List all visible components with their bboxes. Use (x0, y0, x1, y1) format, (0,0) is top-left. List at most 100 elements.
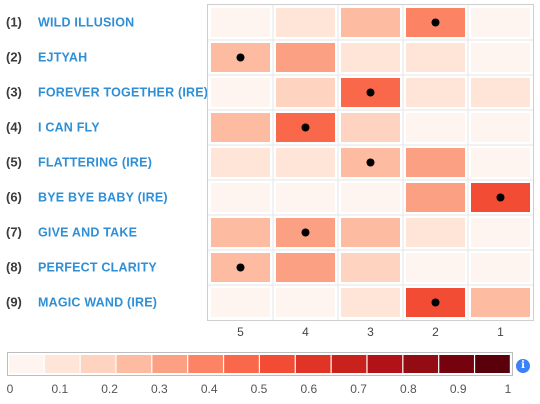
column-label: 2 (432, 325, 439, 339)
color-scale-swatch (44, 355, 80, 373)
heatmap-cell[interactable] (276, 43, 335, 72)
heatmap-cell[interactable] (211, 8, 270, 37)
color-scale-swatch (152, 355, 188, 373)
color-scale-tick-label: 0.3 (151, 382, 168, 396)
heatmap-cell[interactable] (406, 113, 465, 142)
selection-dot (496, 193, 505, 202)
row-number: (8) (6, 260, 22, 275)
heatmap-cell[interactable] (406, 148, 465, 177)
heatmap-cell[interactable] (406, 183, 465, 212)
color-scale-swatch (260, 355, 295, 373)
heatmap-cell[interactable] (276, 253, 335, 282)
color-scale-swatch (475, 355, 510, 373)
heatmap-cell[interactable] (471, 218, 530, 247)
heatmap-cell[interactable] (341, 43, 400, 72)
color-scale-tick-label: 0.8 (400, 382, 417, 396)
color-scale-swatch (188, 355, 223, 373)
heatmap-cell[interactable] (471, 288, 530, 317)
color-scale-tick-label: 0.6 (300, 382, 317, 396)
heatmap-cell[interactable] (471, 148, 530, 177)
color-scale-swatch (331, 355, 367, 373)
heatmap-cell[interactable] (341, 218, 400, 247)
row-name-link[interactable]: WILD ILLUSION (38, 16, 134, 30)
row-name-link[interactable]: FOREVER TOGETHER (IRE) (38, 86, 208, 100)
row-number: (4) (6, 120, 22, 135)
color-scale-swatch (367, 355, 403, 373)
heatmap-cell[interactable] (211, 183, 270, 212)
color-scale-swatch (439, 355, 474, 373)
heatmap-cell[interactable] (341, 253, 400, 282)
heatmap-cells (207, 4, 534, 321)
color-scale-legend: 0 0.1 0.2 0.3 0.4 0.5 0.6 0.7 0.8 0.9 1 (7, 352, 513, 396)
column-label: 4 (302, 325, 309, 339)
column-label: 5 (237, 325, 244, 339)
row-number: (6) (6, 190, 22, 205)
selection-dot (236, 263, 245, 272)
selection-dot (431, 298, 440, 307)
color-scale-tick-label: 0.9 (450, 382, 467, 396)
selection-dot (301, 228, 310, 237)
heatmap-cell[interactable] (211, 288, 270, 317)
color-scale-tick-label: 0.7 (350, 382, 367, 396)
info-icon[interactable]: i (516, 359, 530, 373)
color-scale-tick-label: 0.5 (251, 382, 268, 396)
color-scale-tick-label: 0.2 (101, 382, 118, 396)
selection-dot (236, 53, 245, 62)
row-name-link[interactable]: EJTYAH (38, 51, 87, 65)
row-number: (7) (6, 225, 22, 240)
heatmap-cell[interactable] (276, 8, 335, 37)
heatmap-cell[interactable] (341, 8, 400, 37)
heatmap-cell[interactable] (406, 253, 465, 282)
heatmap-cell[interactable] (276, 288, 335, 317)
row-name-link[interactable]: MAGIC WAND (IRE) (38, 296, 157, 310)
heatmap-cell[interactable] (211, 78, 270, 107)
color-scale-swatch (116, 355, 152, 373)
row-name-link[interactable]: PERFECT CLARITY (38, 261, 157, 275)
heatmap-cell[interactable] (406, 43, 465, 72)
heatmap-cell[interactable] (341, 183, 400, 212)
row-number: (5) (6, 155, 22, 170)
selection-dot (431, 18, 440, 27)
row-name-link[interactable]: I CAN FLY (38, 121, 100, 135)
heatmap-cell[interactable] (406, 78, 465, 107)
row-name-link[interactable]: FLATTERING (IRE) (38, 156, 152, 170)
heatmap-cell[interactable] (276, 183, 335, 212)
row-number: (2) (6, 50, 22, 65)
selection-markers (236, 18, 505, 307)
heatmap-cell[interactable] (211, 218, 270, 247)
heatmap-cell[interactable] (471, 43, 530, 72)
selection-dot (366, 88, 375, 97)
heatmap-cell[interactable] (341, 288, 400, 317)
grid-frame (207, 4, 534, 321)
heatmap-cell[interactable] (276, 78, 335, 107)
column-labels: 5 4 3 2 1 (237, 325, 504, 339)
row-name-link[interactable]: GIVE AND TAKE (38, 226, 137, 240)
row-number: (9) (6, 295, 22, 310)
selection-dot (301, 123, 310, 132)
color-scale-tick-label: 1 (505, 382, 512, 396)
row-labels: (1) WILD ILLUSION (2) EJTYAH (3) FOREVER TOGE… (6, 15, 208, 310)
column-label: 3 (367, 325, 374, 339)
row-name-link[interactable]: BYE BYE BABY (IRE) (38, 191, 168, 205)
heatmap-cell[interactable] (471, 113, 530, 142)
heatmap-cell[interactable] (471, 78, 530, 107)
row-number: (3) (6, 85, 22, 100)
heatmap-cell[interactable] (276, 148, 335, 177)
color-scale-swatch (295, 355, 331, 373)
color-scale-swatch (403, 355, 439, 373)
heatmap-cell[interactable] (471, 8, 530, 37)
heatmap-cell[interactable] (211, 148, 270, 177)
color-scale-tick-label: 0.4 (201, 382, 218, 396)
color-scale-tick-label: 0 (7, 382, 14, 396)
color-scale-swatch (9, 355, 44, 373)
heatmap-cell[interactable] (341, 113, 400, 142)
heatmap-cell[interactable] (406, 218, 465, 247)
color-scale-tick-label: 0.1 (51, 382, 68, 396)
color-scale-swatch (224, 355, 259, 373)
column-label: 1 (497, 325, 504, 339)
row-number: (1) (6, 15, 22, 30)
heatmap-cell[interactable] (471, 253, 530, 282)
heatmap-cell[interactable] (211, 113, 270, 142)
